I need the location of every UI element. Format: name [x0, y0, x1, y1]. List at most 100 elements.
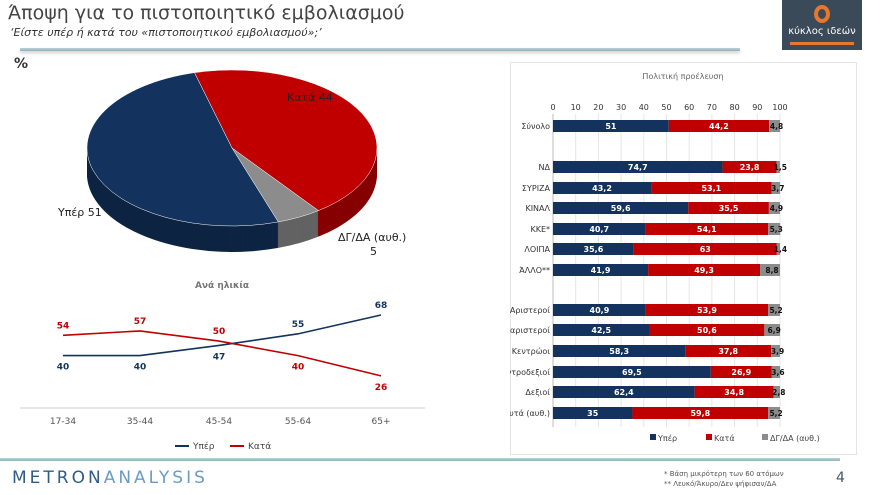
bar-segment-yper — [553, 120, 669, 132]
x-tick-label: 40 — [639, 103, 649, 112]
bar-segment-yper — [553, 243, 634, 255]
legend-label: Κατά — [248, 442, 271, 452]
bar-segment-dk — [769, 120, 780, 132]
bar-value-label: 51 — [605, 122, 617, 131]
data-label: 47 — [213, 352, 226, 362]
x-tick-label: 17-34 — [50, 417, 76, 427]
bar-segment-dk — [771, 366, 780, 378]
x-tick-label: 80 — [730, 103, 740, 112]
data-label: 40 — [57, 363, 70, 373]
bar-value-label: 49,3 — [694, 266, 714, 275]
category-label: Τίποτα από αυτά (αυθ.) — [510, 408, 550, 418]
logo-bar — [790, 42, 854, 45]
legend-swatch-2 — [762, 434, 768, 440]
bar-segment-dk — [768, 407, 780, 419]
bar-value-label: 35,6 — [584, 245, 604, 254]
bar-value-label: 43,2 — [592, 184, 612, 193]
bar-segment-yper — [553, 161, 723, 173]
data-label: 26 — [375, 383, 388, 393]
x-tick-label: 30 — [616, 103, 626, 112]
bar-segment-kata — [648, 264, 761, 276]
x-tick-label: 60 — [684, 103, 694, 112]
bar-segment-yper — [553, 324, 650, 336]
bar-segment-kata — [645, 304, 769, 316]
bar-value-label: 5,2 — [769, 409, 782, 418]
bar-chart-title: Πολιτική προέλευση — [642, 71, 723, 81]
bar-segment-kata — [688, 202, 769, 214]
bar-value-label: 1,5 — [774, 163, 787, 172]
footnote-2: ** Λευκό/Άκυρο/Δεν ψήφισαν/ΔΑ — [664, 480, 777, 488]
x-tick-label: 70 — [707, 103, 717, 112]
x-tick-label: 45-54 — [206, 417, 232, 427]
x-tick-label: 65+ — [372, 417, 391, 427]
logo-text: κύκλος ιδεών — [788, 26, 856, 37]
legend-swatch-0 — [650, 434, 656, 440]
bar-segment-kata — [685, 345, 772, 357]
bar-segment-dk — [776, 161, 780, 173]
bar-segment-kata — [694, 386, 774, 398]
bar-segment-dk — [771, 182, 780, 194]
pie-label-kata: Κατά 44 — [287, 91, 333, 104]
bar-segment-dk — [768, 202, 780, 214]
bar-segment-kata — [710, 366, 772, 378]
bar-value-label: 53,1 — [701, 184, 721, 193]
logo-ring-icon — [814, 5, 830, 23]
bar-value-label: 5,3 — [770, 225, 783, 234]
x-tick-label: 0 — [550, 103, 555, 112]
category-label: Κεντροδεξιοί — [510, 368, 550, 377]
bar-segment-kata — [668, 120, 770, 132]
x-tick-label: 35-44 — [127, 417, 153, 427]
bar-segment-yper — [553, 304, 646, 316]
data-label: 50 — [213, 327, 226, 337]
bar-value-label: 3,9 — [771, 347, 784, 356]
bar-segment-yper — [553, 386, 695, 398]
pie-label-yper: Υπέρ 51 — [57, 206, 102, 219]
page-title: Άποψη για το πιστοποιητικό εμβολιασμού — [8, 2, 405, 24]
page-subtitle: ‘Είστε υπέρ ή κατά του «πιστοποιητικού ε… — [10, 26, 322, 39]
x-tick-label: 100 — [772, 103, 787, 112]
category-label: ΛΟΙΠΑ — [524, 245, 550, 254]
bar-value-label: 4,8 — [770, 122, 783, 131]
stacked-bar-chart: Πολιτική προέλευση 0 10 20 30 40 50 60 70 80 90 100… — [510, 71, 820, 443]
bar-segment-kata — [722, 161, 777, 173]
percent-label: % — [14, 56, 29, 72]
bar-value-label: 54,1 — [697, 225, 717, 234]
x-tick-label: 10 — [571, 103, 581, 112]
bar-segment-dk — [776, 243, 780, 255]
bar-segment-yper — [553, 202, 689, 214]
line-series-kata — [62, 330, 382, 377]
bar-value-label: 4,9 — [770, 204, 783, 213]
bar-segment-dk — [768, 304, 780, 316]
bar-value-label: 34,8 — [724, 388, 744, 397]
data-label: 54 — [57, 321, 70, 331]
category-label: Κεντρώοι — [512, 346, 551, 356]
brand-a: METRON — [12, 468, 104, 488]
data-label: 55 — [292, 320, 305, 330]
bar-segment-yper — [553, 223, 646, 235]
pie-chart: Κατά 44 ΔΓ/ΔΑ (αυθ.)5 Υπέρ 51 — [57, 69, 406, 258]
line-chart-title: Ανά ηλικία — [195, 280, 249, 291]
bar-value-label: 3,6 — [771, 368, 784, 377]
data-label: 57 — [134, 317, 147, 327]
category-label: ΚΙΝΑΛ — [525, 204, 550, 213]
bar-segment-kata — [651, 182, 772, 194]
bar-value-label: 69,5 — [622, 368, 642, 377]
bar-segment-yper — [553, 182, 652, 194]
page-number: 4 — [836, 470, 845, 486]
bar-value-label: 37,8 — [718, 347, 738, 356]
bar-value-label: 35 — [587, 409, 599, 418]
bar-value-label: 6,9 — [768, 326, 781, 335]
bar-segment-yper — [553, 345, 686, 357]
pie-label-dk-value: 5 — [370, 245, 377, 258]
pie-slice-0 — [194, 69, 378, 211]
bar-value-label: 2,8 — [772, 388, 785, 397]
legend-label: Υπέρ — [192, 441, 215, 452]
bar-segment-kata — [633, 243, 777, 255]
legend-swatch-1 — [706, 434, 712, 440]
pie-slice-2 — [86, 72, 279, 227]
bar-value-label: 23,8 — [740, 163, 760, 172]
category-label: ΝΔ — [539, 163, 551, 172]
category-label: ΚΚΕ* — [530, 225, 550, 234]
category-label: Κεντροαριστεροί — [510, 326, 550, 335]
category-label: Αριστεροί — [510, 306, 550, 315]
